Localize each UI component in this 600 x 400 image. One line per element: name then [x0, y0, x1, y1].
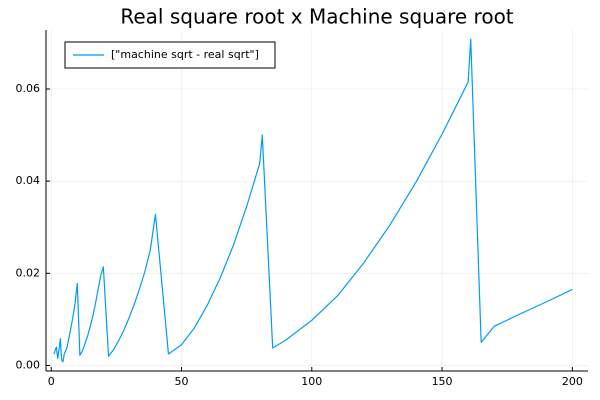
x-tick-label: 0 [48, 375, 55, 388]
x-tick-label: 100 [301, 375, 322, 388]
axes [45, 30, 588, 372]
x-tick-label: 150 [432, 375, 453, 388]
y-tick-label: 0.02 [16, 266, 41, 279]
chart-title: Real square root x Machine square root [120, 5, 513, 29]
series-line [53, 38, 573, 363]
x-tick-label: 50 [175, 375, 189, 388]
series-layer [53, 38, 573, 363]
legend: ["machine sqrt - real sqrt"] [64, 41, 276, 69]
ticks: 0 50 100 150 200 0.00 0.02 0.04 0.06 [16, 82, 583, 388]
y-tick-label: 0.04 [16, 174, 41, 187]
y-tick-label: 0.06 [16, 82, 41, 95]
grid [46, 30, 588, 371]
y-tick-label: 0.00 [16, 358, 41, 371]
legend-label: ["machine sqrt - real sqrt"] [111, 48, 259, 61]
x-tick-label: 200 [562, 375, 583, 388]
